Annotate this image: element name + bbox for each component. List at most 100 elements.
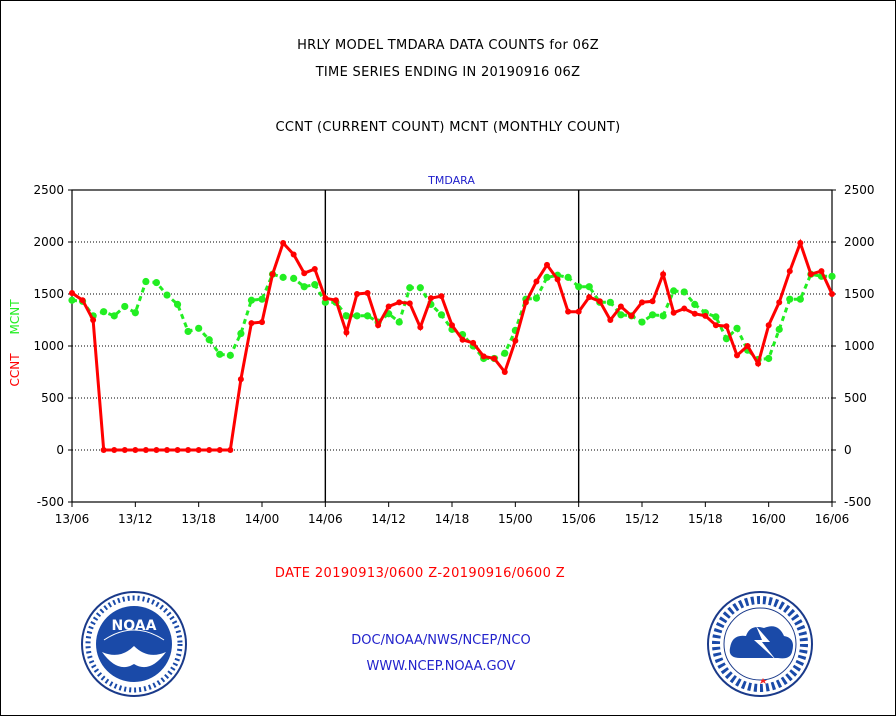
x-tick-label: 15/06: [561, 512, 596, 526]
mcnt-point: [648, 311, 657, 319]
mcnt-point: [237, 329, 245, 338]
ccnt-point: [301, 270, 308, 277]
ccnt-point: [90, 317, 97, 323]
mcnt-point: [363, 312, 372, 320]
mcnt-point: [501, 349, 509, 357]
ccnt-point: [501, 369, 508, 375]
ccnt-point: [438, 293, 445, 300]
y-tick-label-right: -500: [844, 495, 871, 509]
ccnt-point: [470, 339, 477, 346]
ccnt-point: [100, 447, 107, 453]
mcnt-point: [733, 324, 741, 332]
ccnt-point: [818, 268, 825, 275]
ccnt-point: [628, 312, 635, 319]
ccnt-point: [396, 299, 403, 306]
ccnt-point: [586, 294, 593, 301]
footer-url: WWW.NCEP.NOAA.GOV: [366, 659, 516, 674]
mcnt-point: [437, 311, 446, 319]
mcnt-point: [638, 318, 646, 326]
y-tick-label-right: 1500: [844, 287, 875, 301]
ccnt-point: [69, 289, 75, 296]
y-tick-label-right: 1000: [844, 339, 875, 353]
ccnt-point: [755, 360, 762, 367]
mcnt-point: [142, 277, 150, 286]
mcnt-point: [532, 294, 541, 302]
mcnt-point: [290, 274, 298, 282]
ccnt-point: [829, 291, 835, 297]
mcnt-point: [416, 284, 424, 292]
ccnt-point: [364, 289, 371, 296]
mcnt-point: [659, 312, 667, 320]
mcnt-point: [163, 291, 171, 299]
mcnt-point: [247, 296, 256, 304]
mcnt-point: [564, 273, 572, 281]
ccnt-point: [248, 320, 255, 327]
noaa-logo: NOAA: [81, 591, 187, 697]
mcnt-point: [226, 351, 234, 359]
ccnt-point: [311, 266, 318, 273]
mcnt-point: [195, 324, 203, 332]
mcnt-point: [406, 284, 414, 292]
ccnt-point: [744, 343, 751, 349]
y-tick-label-right: 0: [844, 443, 852, 457]
ccnt-point: [354, 291, 360, 297]
ccnt-point: [491, 355, 498, 362]
ccnt-point: [79, 297, 86, 304]
ccnt-point: [259, 319, 265, 326]
mcnt-point: [828, 272, 836, 280]
chart-subtitle: TIME SERIES ENDING IN 20190916 06Z: [315, 65, 581, 80]
ccnt-point: [195, 447, 202, 453]
y-tick-label-left: 1000: [33, 339, 64, 353]
ccnt-point: [533, 278, 540, 285]
mcnt-point: [606, 298, 614, 306]
ccnt-point: [639, 299, 645, 306]
mcnt-point: [300, 283, 308, 291]
ccnt-point: [544, 261, 550, 268]
y-tick-label-left: -500: [37, 495, 64, 509]
date-range: DATE 20190913/0600 Z-20190916/0600 Z: [274, 566, 566, 581]
y-tick-label-left: 2000: [33, 235, 64, 249]
ccnt-point: [575, 308, 582, 315]
ccnt-point: [417, 324, 424, 331]
mcnt-point: [617, 311, 625, 319]
mcnt-point: [258, 295, 266, 303]
y-tick-label-right: 2500: [844, 183, 875, 197]
ccnt-point: [565, 308, 572, 315]
mcnt-point: [216, 350, 224, 358]
y-tick-label-left: 500: [41, 391, 64, 405]
mcnt-point: [670, 287, 678, 295]
ccnt-point: [121, 447, 128, 453]
mcnt-point: [575, 283, 583, 291]
ccnt-point: [164, 447, 170, 453]
x-tick-label: 13/12: [118, 512, 153, 526]
mcnt-point: [543, 273, 551, 281]
ccnt-point: [596, 298, 603, 305]
ccnt-point: [427, 295, 434, 302]
noaa-logo-text: NOAA: [112, 618, 157, 634]
ccnt-point: [681, 305, 688, 312]
ccnt-point: [280, 240, 287, 247]
mcnt-point: [342, 312, 351, 320]
mcnt-point: [680, 288, 688, 296]
mcnt-point: [121, 302, 129, 311]
mcnt-point: [712, 313, 720, 321]
mcnt-point: [353, 312, 361, 320]
ccnt-point: [734, 352, 740, 359]
ccnt-point: [174, 447, 181, 453]
y-tick-label-left: 2500: [33, 183, 64, 197]
ccnt-point: [512, 337, 519, 344]
ccnt-point: [111, 447, 118, 453]
mcnt-point: [131, 309, 139, 317]
x-tick-label: 14/18: [435, 512, 470, 526]
ccnt-point: [269, 271, 276, 278]
ccnt-point: [797, 240, 804, 247]
x-tick-label: 15/12: [625, 512, 660, 526]
ccnt-point: [227, 447, 234, 453]
ccnt-point: [776, 299, 783, 306]
mcnt-point: [786, 295, 794, 303]
plot-label: TMDARA: [428, 174, 475, 187]
ccnt-point: [153, 447, 160, 453]
series-description: CCNT (CURRENT COUNT) MCNT (MONTHLY COUNT…: [275, 120, 621, 135]
footer-org: DOC/NOAA/NWS/NCEP/NCO: [351, 633, 531, 648]
ccnt-point: [459, 336, 466, 343]
